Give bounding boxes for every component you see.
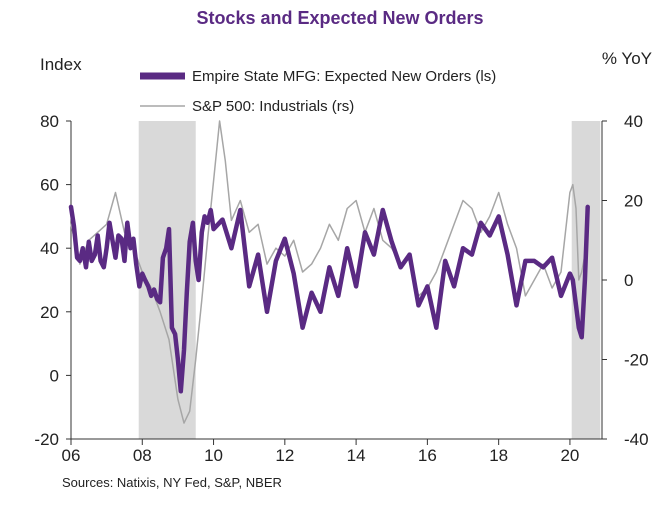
legend: Empire State MFG: Expected New Orders (l… bbox=[140, 68, 496, 115]
right-tick-label: -20 bbox=[624, 351, 649, 370]
recession-bands bbox=[138, 121, 601, 439]
x-tick-label: 18 bbox=[489, 446, 508, 465]
right-tick-label: 40 bbox=[624, 112, 643, 131]
x-tick-label: 20 bbox=[560, 446, 579, 465]
left-tick-label: 60 bbox=[40, 176, 59, 195]
x-tick-label: 14 bbox=[347, 446, 366, 465]
right-tick-label: 20 bbox=[624, 192, 643, 211]
x-tick-label: 06 bbox=[62, 446, 81, 465]
series-lines bbox=[68, 120, 590, 424]
left-tick-label: 20 bbox=[40, 303, 59, 322]
x-tick-label: 10 bbox=[204, 446, 223, 465]
axes: 80 60 40 20 0 -20 40 20 0 -20 -40 06 08 10 12 14 16 18 20 bbox=[34, 112, 648, 465]
right-tick-label: -40 bbox=[624, 430, 649, 449]
x-tick-label: 16 bbox=[418, 446, 437, 465]
x-tick-label: 12 bbox=[275, 446, 294, 465]
x-tick-label: 08 bbox=[133, 446, 152, 465]
series-line-sp500-industrials bbox=[70, 120, 589, 424]
left-axis-unit: Index bbox=[40, 55, 82, 74]
legend-label-primary: Empire State MFG: Expected New Orders (l… bbox=[192, 68, 496, 85]
legend-label-secondary: S&P 500: Industrials (rs) bbox=[192, 98, 354, 115]
left-tick-label: -20 bbox=[34, 430, 59, 449]
right-axis-unit: % YoY bbox=[602, 49, 652, 68]
series-line-expected-new-orders bbox=[68, 204, 590, 394]
left-tick-label: 40 bbox=[40, 239, 59, 258]
right-tick-label: 0 bbox=[624, 271, 633, 290]
source-note: Sources: Natixis, NY Fed, S&P, NBER bbox=[62, 475, 282, 490]
left-tick-label: 80 bbox=[40, 112, 59, 131]
left-tick-label: 0 bbox=[50, 366, 59, 385]
chart-title: Stocks and Expected New Orders bbox=[196, 8, 483, 28]
